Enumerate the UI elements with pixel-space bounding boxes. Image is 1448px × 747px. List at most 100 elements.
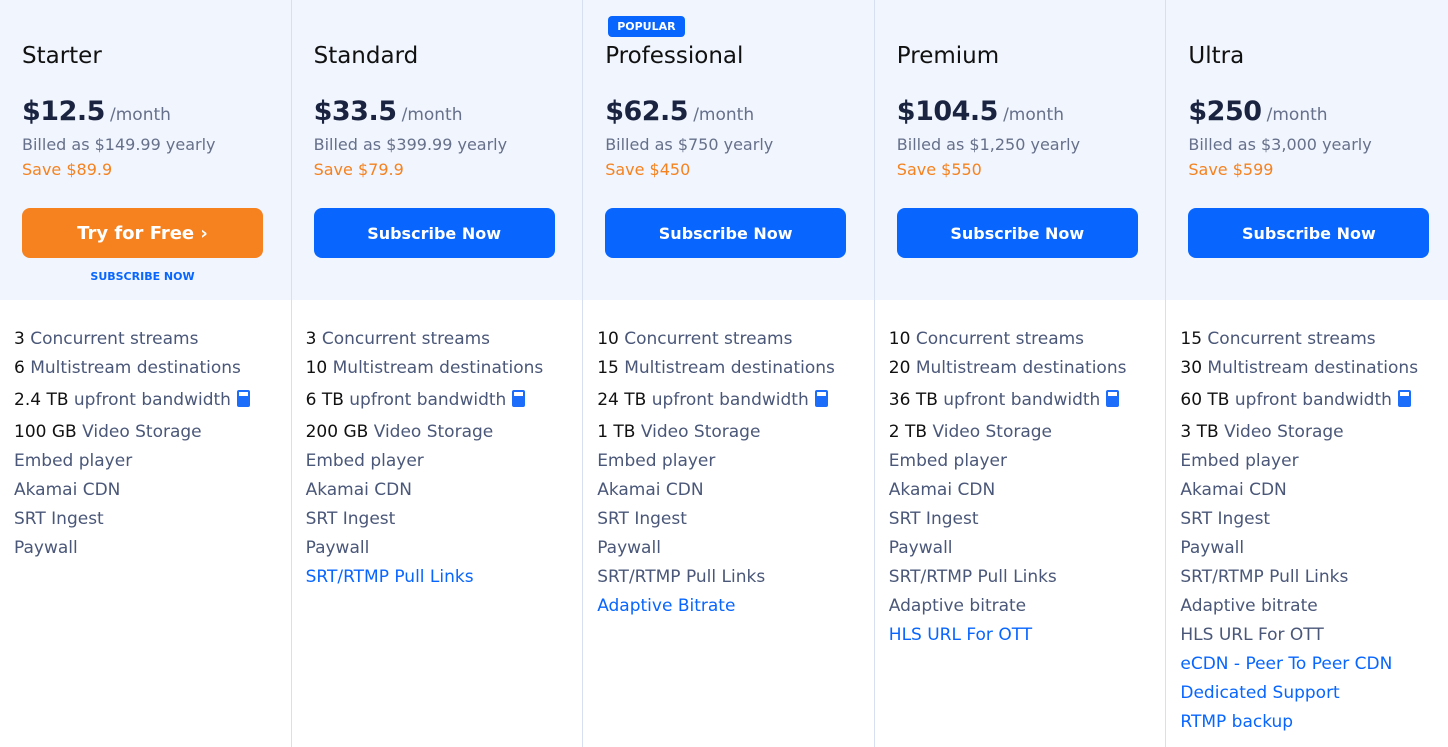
subscribe-now-link[interactable]: SUBSCRIBE NOW <box>90 270 195 283</box>
feature-quantity: 15 <box>597 358 619 378</box>
billed-yearly: Billed as $3,000 yearly <box>1188 135 1372 154</box>
feature-label: HLS URL For OTT <box>888 625 1033 645</box>
feature-item: Paywall <box>306 537 583 566</box>
feature-item: 3 Concurrent streams <box>14 328 291 357</box>
feature-item: Adaptive bitrate <box>1180 595 1448 624</box>
feature-item[interactable]: SRT/RTMP Pull Links <box>306 566 583 595</box>
calculator-icon[interactable] <box>236 390 250 407</box>
feature-item: Embed player <box>1180 450 1448 479</box>
feature-quantity: 2 TB <box>888 422 928 442</box>
feature-list: 10 Concurrent streams 15 Multistream dest… <box>583 300 874 624</box>
feature-quantity: 100 GB <box>14 422 77 442</box>
feature-label: Video Storage <box>640 422 761 442</box>
billed-yearly: Billed as $399.99 yearly <box>313 135 508 154</box>
feature-item[interactable]: Adaptive Bitrate <box>597 595 874 624</box>
feature-quantity: 1 TB <box>597 422 636 442</box>
price-period: /month <box>693 105 755 125</box>
feature-item: Embed player <box>597 450 874 479</box>
feature-quantity: 3 <box>14 329 25 349</box>
feature-item: Akamai CDN <box>14 479 291 508</box>
feature-label: Adaptive bitrate <box>1180 596 1318 616</box>
feature-list: 15 Concurrent streams 30 Multistream dest… <box>1166 300 1448 740</box>
plan-header: POPULAR Professional $62.5 /month Billed… <box>583 0 874 300</box>
plan-name: Professional <box>605 43 744 69</box>
feature-quantity: 30 <box>1180 358 1203 378</box>
savings: Save $550 <box>896 160 982 179</box>
subscribe-now-button[interactable]: Subscribe Now <box>605 208 847 258</box>
feature-item: 6 TB upfront bandwidth <box>306 386 583 421</box>
feature-quantity: 6 TB <box>305 390 344 410</box>
feature-label: SRT Ingest <box>888 509 979 529</box>
plan-card-starter: Starter $12.5 /month Billed as $149.99 y… <box>0 0 292 747</box>
plan-price: $62.5 /month <box>605 96 754 127</box>
price-amount: $12.5 <box>22 96 105 127</box>
feature-label: upfront bandwidth <box>73 390 231 410</box>
plan-card-standard: Standard $33.5 /month Billed as $399.99 … <box>291 0 584 747</box>
calculator-icon[interactable] <box>1397 390 1411 407</box>
feature-quantity: 3 TB <box>1180 422 1219 442</box>
feature-label: Video Storage <box>932 422 1053 442</box>
feature-item: SRT/RTMP Pull Links <box>597 566 874 595</box>
plan-price: $250 /month <box>1188 96 1327 127</box>
feature-item: 2.4 TB upfront bandwidth <box>14 386 291 421</box>
plan-name: Starter <box>22 43 102 69</box>
feature-label: Adaptive bitrate <box>888 596 1027 616</box>
feature-quantity: 36 TB <box>888 390 938 410</box>
price-amount: $250 <box>1188 96 1262 127</box>
feature-item[interactable]: RTMP backup <box>1180 711 1448 740</box>
feature-item[interactable]: eCDN - Peer To Peer CDN <box>1180 653 1448 682</box>
plan-card-ultra: Ultra $250 /month Billed as $3,000 yearl… <box>1166 0 1448 747</box>
feature-label: Concurrent streams <box>321 329 491 349</box>
calculator-icon[interactable] <box>1106 390 1120 407</box>
feature-item: HLS URL For OTT <box>1180 624 1448 653</box>
calculator-icon[interactable] <box>814 390 828 407</box>
calculator-icon[interactable] <box>512 390 526 407</box>
feature-item: SRT Ingest <box>14 508 291 537</box>
feature-label: SRT Ingest <box>14 509 104 529</box>
feature-quantity: 10 <box>305 358 328 378</box>
feature-label: Paywall <box>1180 538 1245 558</box>
plan-card-premium: Premium $104.5 /month Billed as $1,250 y… <box>874 0 1167 747</box>
feature-label: SRT Ingest <box>1180 509 1271 529</box>
feature-label: SRT Ingest <box>305 509 396 529</box>
feature-item: SRT Ingest <box>889 508 1166 537</box>
feature-label: Dedicated Support <box>1180 683 1340 703</box>
popular-badge: POPULAR <box>608 16 685 37</box>
subscribe-now-button[interactable]: Subscribe Now <box>313 208 555 258</box>
plan-header: Standard $33.5 /month Billed as $399.99 … <box>291 0 583 300</box>
feature-label: Concurrent streams <box>30 329 199 349</box>
feature-label: Video Storage <box>373 422 494 442</box>
try-for-free-button[interactable]: Try for Free › <box>22 208 263 258</box>
feature-label: SRT/RTMP Pull Links <box>1180 567 1349 587</box>
feature-item: 60 TB upfront bandwidth <box>1180 386 1448 421</box>
feature-label: Embed player <box>14 451 133 471</box>
feature-label: Multistream destinations <box>30 358 241 378</box>
feature-item[interactable]: HLS URL For OTT <box>889 624 1166 653</box>
subscribe-now-button[interactable]: Subscribe Now <box>1188 208 1430 258</box>
feature-label: Embed player <box>1180 451 1299 471</box>
feature-item: Paywall <box>889 537 1166 566</box>
feature-label: Akamai CDN <box>305 480 412 500</box>
feature-label: Adaptive Bitrate <box>597 596 736 616</box>
feature-item: 15 Multistream destinations <box>597 357 874 386</box>
feature-item: Akamai CDN <box>1180 479 1448 508</box>
feature-item: Adaptive bitrate <box>889 595 1166 624</box>
plan-header: Premium $104.5 /month Billed as $1,250 y… <box>874 0 1166 300</box>
feature-item: 10 Concurrent streams <box>889 328 1166 357</box>
feature-item: 100 GB Video Storage <box>14 421 291 450</box>
feature-label: eCDN - Peer To Peer CDN <box>1180 654 1393 674</box>
feature-label: Paywall <box>14 538 78 558</box>
feature-label: upfront bandwidth <box>651 390 809 410</box>
feature-quantity: 24 TB <box>597 390 647 410</box>
feature-item[interactable]: Dedicated Support <box>1180 682 1448 711</box>
price-amount: $62.5 <box>605 96 689 127</box>
feature-quantity: 2.4 TB <box>14 390 69 410</box>
feature-list: 3 Concurrent streams 10 Multistream desti… <box>292 300 583 595</box>
plan-price: $33.5 /month <box>314 96 463 127</box>
price-period: /month <box>1266 105 1328 125</box>
feature-item: Akamai CDN <box>306 479 583 508</box>
subscribe-now-button[interactable]: Subscribe Now <box>896 208 1138 258</box>
feature-item: Embed player <box>306 450 583 479</box>
feature-item: Paywall <box>1180 537 1448 566</box>
feature-label: Akamai CDN <box>888 480 996 500</box>
